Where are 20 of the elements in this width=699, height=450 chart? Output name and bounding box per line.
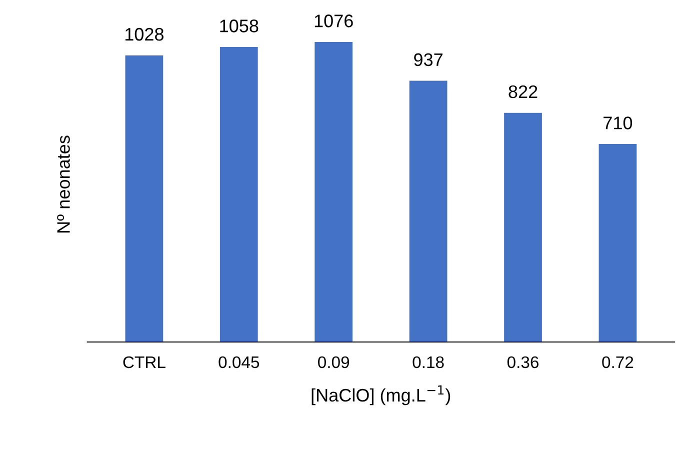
x-tick-label: 0.36 bbox=[507, 356, 538, 368]
data-label: 1028 bbox=[125, 28, 164, 41]
bar bbox=[504, 112, 542, 342]
x-axis-title: [NaClO] (mg.L$^{−1}$) bbox=[312, 385, 450, 406]
x-tick-label: 0.18 bbox=[412, 356, 444, 368]
x-tick-label: 0.09 bbox=[318, 356, 350, 368]
bar bbox=[314, 42, 353, 342]
x-tick-label: 0.72 bbox=[602, 356, 634, 368]
bar bbox=[598, 144, 637, 342]
bar bbox=[409, 80, 448, 342]
data-label: 822 bbox=[508, 85, 538, 98]
data-label: 1058 bbox=[220, 20, 258, 32]
data-label: 710 bbox=[604, 116, 632, 130]
y-axis-title: Nº neonates bbox=[57, 136, 70, 232]
bar bbox=[125, 55, 164, 342]
data-label: 1076 bbox=[314, 14, 353, 28]
x-tick-label: 0.045 bbox=[218, 356, 260, 368]
x-tick-label: CTRL bbox=[123, 356, 166, 368]
bar bbox=[220, 47, 258, 342]
data-label: 937 bbox=[414, 53, 442, 66]
